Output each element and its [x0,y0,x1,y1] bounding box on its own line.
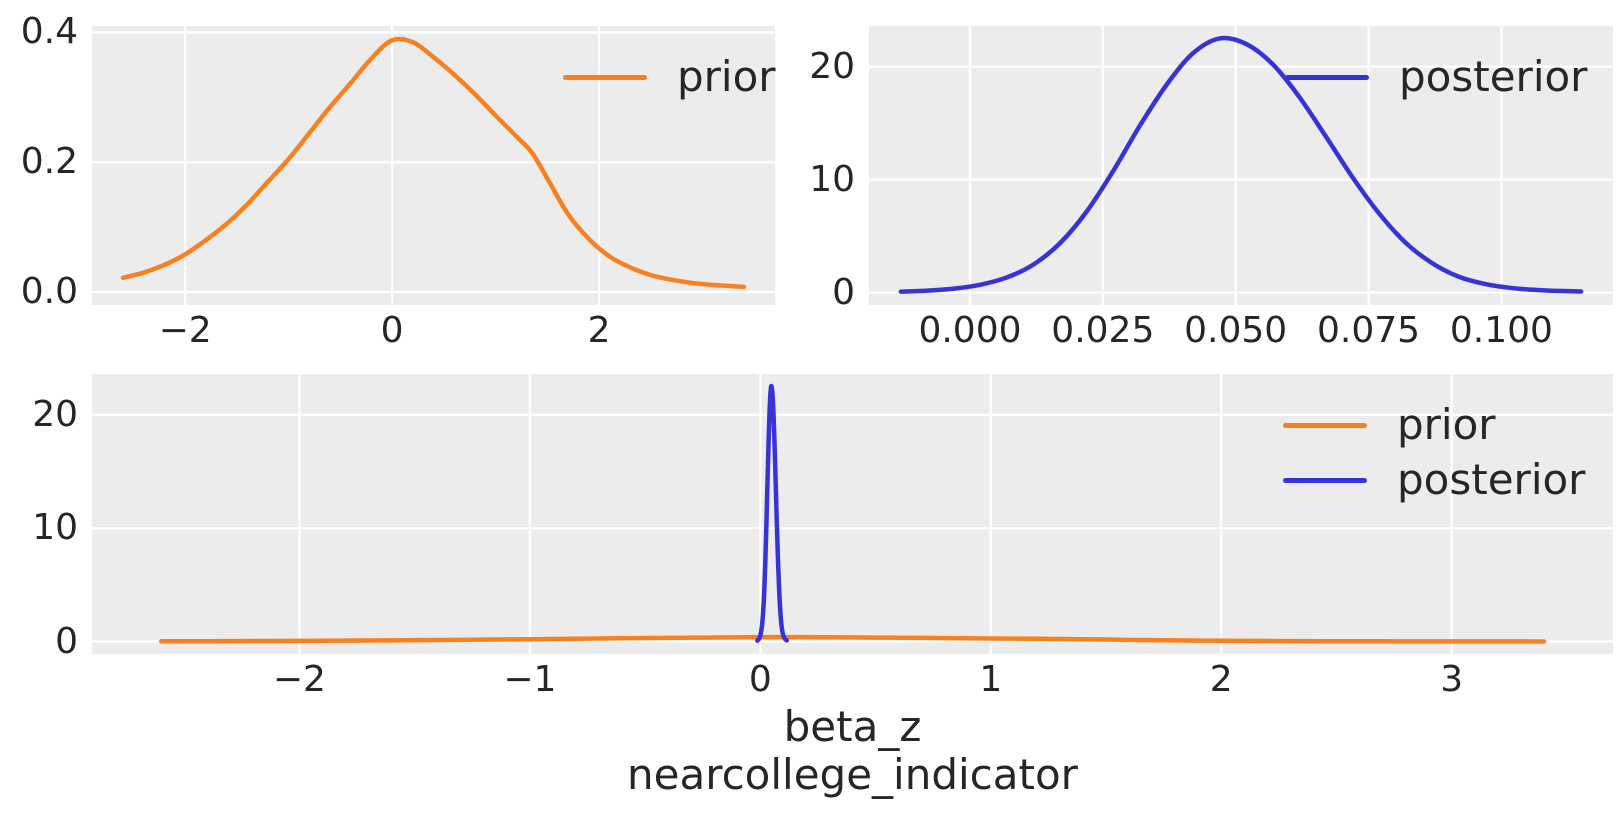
posterior-legend-line-icon [1283,477,1367,483]
legend-label-posterior: posterior [1399,52,1588,101]
posterior-marginal-plot [869,26,1613,305]
panel-prior-marginal [92,26,775,305]
panel-posterior-marginal [869,26,1613,305]
legend-posterior-top-right: posterior [1285,56,1587,98]
x-tick-label: 0.050 [1184,310,1288,351]
legend-label-prior: prior [1397,400,1496,449]
x-tick-label: 0.025 [1051,310,1155,351]
x-tick-label: 0.100 [1449,310,1553,351]
legend-overlay-posterior: posterior [1283,459,1585,501]
x-tick-label: 1 [979,659,1003,700]
y-tick-label: 10 [32,507,78,549]
posterior-legend-line-icon [1285,74,1369,80]
y-tick-label: 0.2 [20,141,78,183]
legend-label-posterior: posterior [1397,455,1586,504]
legend-overlay-prior: prior [1283,404,1496,446]
prior-legend-line-icon [1283,422,1367,428]
y-tick-label: 0 [832,271,855,313]
prior-curve [120,36,747,290]
posterior-curve [898,35,1584,294]
prior-marginal-plot [92,26,775,305]
y-tick-label: 20 [32,393,78,435]
x-tick-label: 0 [380,310,404,351]
legend-prior-top-left: prior [563,56,776,98]
prior-posterior-overlay-plot [92,374,1613,654]
y-tick-label: 0.4 [20,11,78,53]
x-tick-label: 2 [1209,659,1233,700]
y-tick-label: 0.0 [20,271,78,313]
panel-prior-posterior-overlay [92,374,1613,654]
x-axis-label-line2: nearcollege_indicator [627,750,1078,799]
x-tick-label: 3 [1440,659,1464,700]
y-tick-label: 20 [809,45,855,87]
x-tick-label: 2 [587,310,611,351]
x-tick-label: −1 [503,659,557,700]
x-tick-label: 0.000 [918,310,1022,351]
prior-curve [158,634,1547,644]
x-tick-label: 0 [748,659,772,700]
x-tick-label: −2 [158,310,212,351]
x-axis-label-line1: beta_z [783,702,922,751]
x-tick-label: −2 [272,659,326,700]
prior-legend-line-icon [563,74,647,80]
posterior-curve [755,383,790,643]
x-axis-label: beta_z nearcollege_indicator [92,703,1613,799]
legend-label-prior: prior [677,52,776,101]
y-tick-label: 0 [55,620,78,662]
y-tick-label: 10 [809,158,855,200]
x-tick-label: 0.075 [1317,310,1421,351]
